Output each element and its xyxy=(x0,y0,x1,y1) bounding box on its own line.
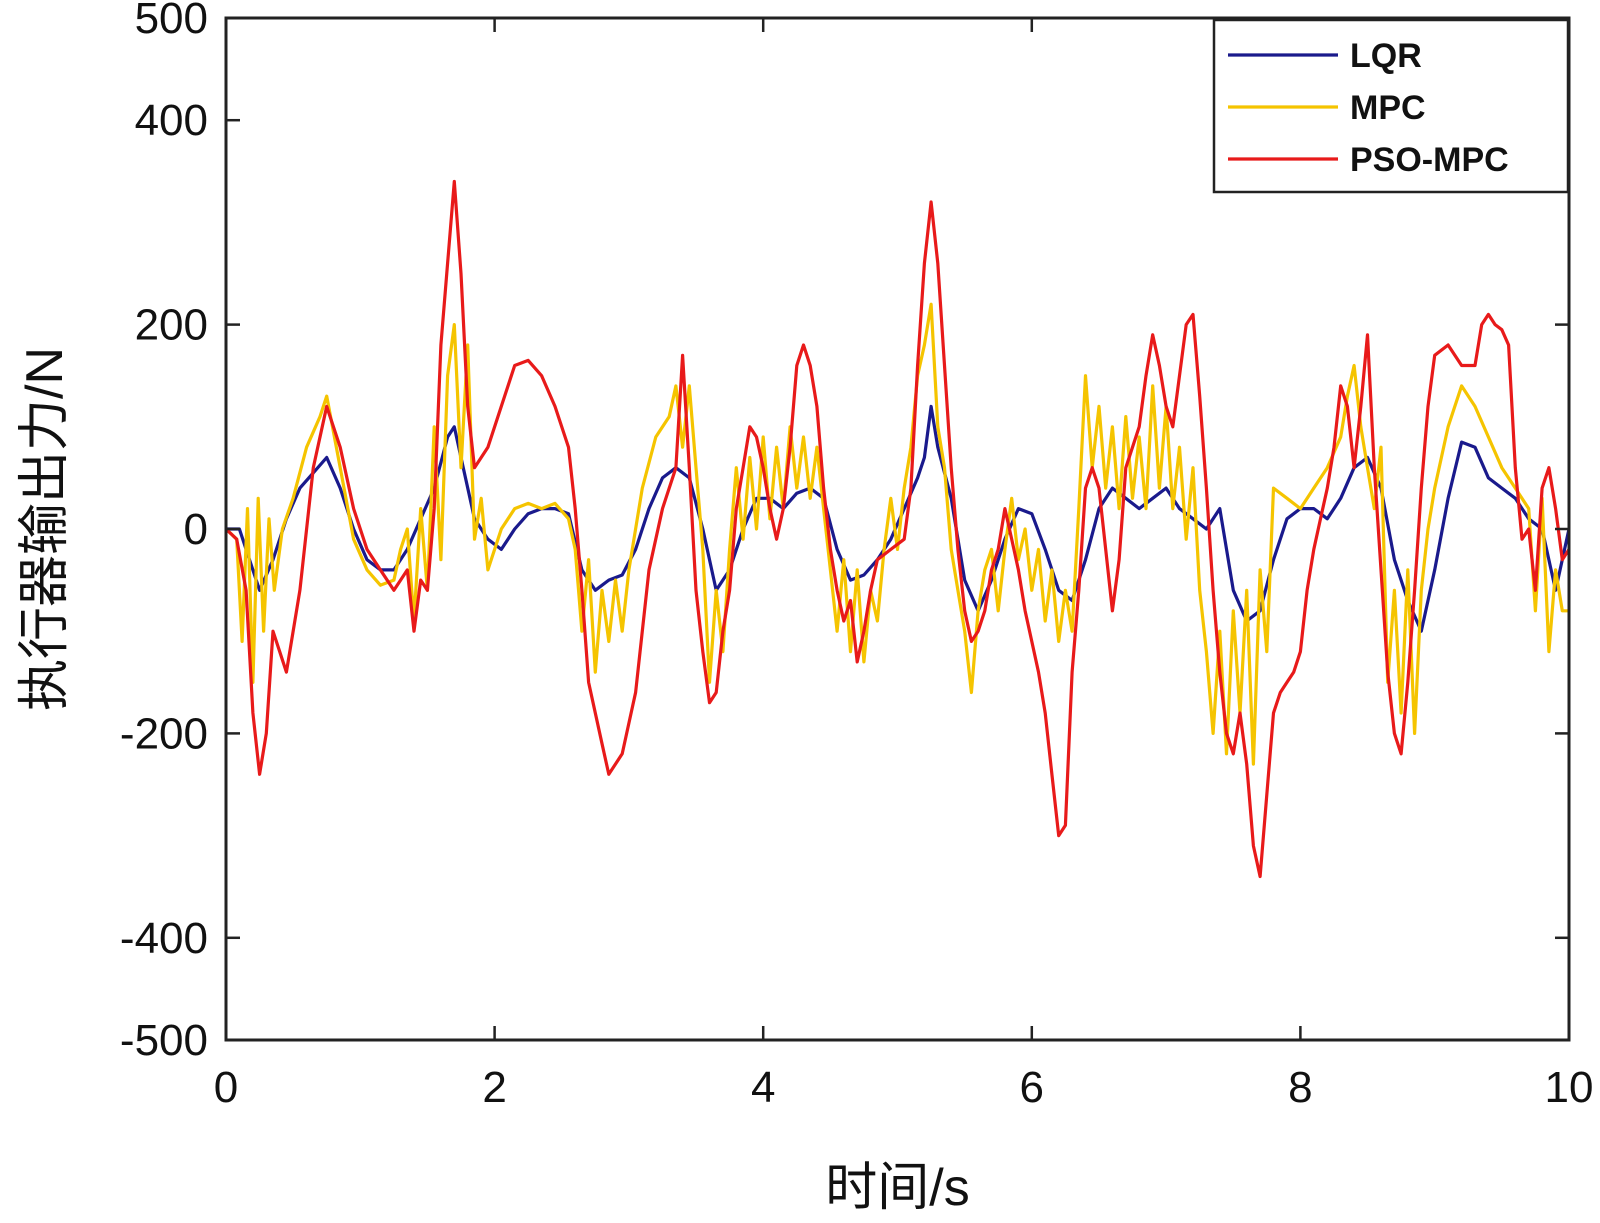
legend-items: LQR MPC PSO-MPC xyxy=(1228,37,1509,179)
series-line-mpc xyxy=(224,302,1569,766)
x-tick-label: 0 xyxy=(214,1063,238,1112)
y-tick-label: -400 xyxy=(120,914,208,963)
legend-label: LQR xyxy=(1350,37,1422,75)
y-tick-label: 500 xyxy=(135,0,208,43)
y-tick-label: -500 xyxy=(120,1016,208,1065)
y-tick-label: -200 xyxy=(120,709,208,758)
y-axis-title: 执行器输出力/N xyxy=(16,347,74,711)
x-tick-label: 4 xyxy=(751,1063,775,1112)
y-tick-label: 0 xyxy=(184,505,208,554)
legend-item-lqr: LQR xyxy=(1228,37,1422,75)
x-tick-label: 10 xyxy=(1545,1063,1594,1112)
x-tick-label: 2 xyxy=(482,1063,506,1112)
y-tick-label: 200 xyxy=(135,301,208,350)
series-line-lqr xyxy=(226,404,1571,633)
x-tick-label: 6 xyxy=(1020,1063,1044,1112)
axis-tick-labels: 0 2 4 6 8 10 -500 -400 -200 0 200 400 500 xyxy=(120,0,1594,1112)
series-layer xyxy=(224,179,1571,879)
x-axis-title: 时间/s xyxy=(825,1159,969,1217)
legend: LQR MPC PSO-MPC xyxy=(1212,18,1570,194)
x-tick-label: 8 xyxy=(1288,1063,1312,1112)
legend-label: PSO-MPC xyxy=(1350,141,1509,179)
legend-item-mpc: MPC xyxy=(1228,89,1426,127)
y-tick-label: 400 xyxy=(135,96,208,145)
series-line-pso-mpc xyxy=(224,179,1571,879)
legend-item-pso-mpc: PSO-MPC xyxy=(1228,141,1509,179)
legend-label: MPC xyxy=(1350,89,1426,127)
